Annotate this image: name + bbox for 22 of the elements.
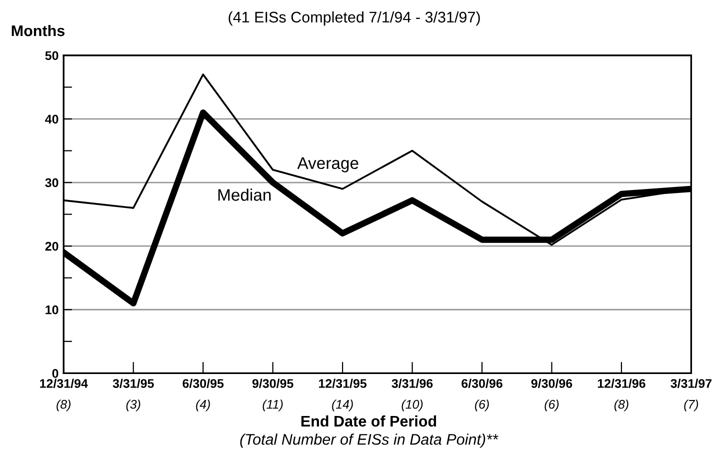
x-tick-label: 3/31/95 (3): [112, 378, 154, 412]
x-tick-label: 12/31/95 (14): [319, 378, 367, 412]
series-label: Median: [218, 188, 271, 201]
chart-subtitle: (41 EISs Completed 7/1/94 - 3/31/97): [228, 11, 480, 26]
series-label: Average: [297, 157, 358, 172]
y-tick-label: 0: [52, 368, 58, 378]
text: (Total Number of EISs in Data Point)**: [240, 434, 498, 448]
y-tick-label: 40: [45, 114, 58, 124]
x-tick-label: 6/30/95 (4): [182, 378, 224, 412]
x-axis-title: End Date of Period: [301, 415, 436, 427]
x-tick-label: 6/30/96 (6): [462, 378, 502, 412]
y-tick-label: 50: [45, 51, 58, 60]
x-tick-label: 12/31/94 (8): [40, 378, 88, 412]
y-tick-label: 20: [45, 242, 58, 251]
y-tick-label: 10: [46, 305, 58, 314]
y-axis-title: Months: [12, 24, 65, 36]
x-tick-label: 12/31/96 (8): [598, 378, 646, 412]
x-tick-label: 3/31/97 (7): [670, 378, 712, 412]
x-tick-label: 9/30/95 (11): [252, 378, 294, 412]
x-tick-label: 9/30/96 (6): [531, 378, 572, 412]
x-tick-label: 3/31/96 (10): [392, 378, 433, 412]
y-tick-label: 30: [45, 178, 58, 188]
